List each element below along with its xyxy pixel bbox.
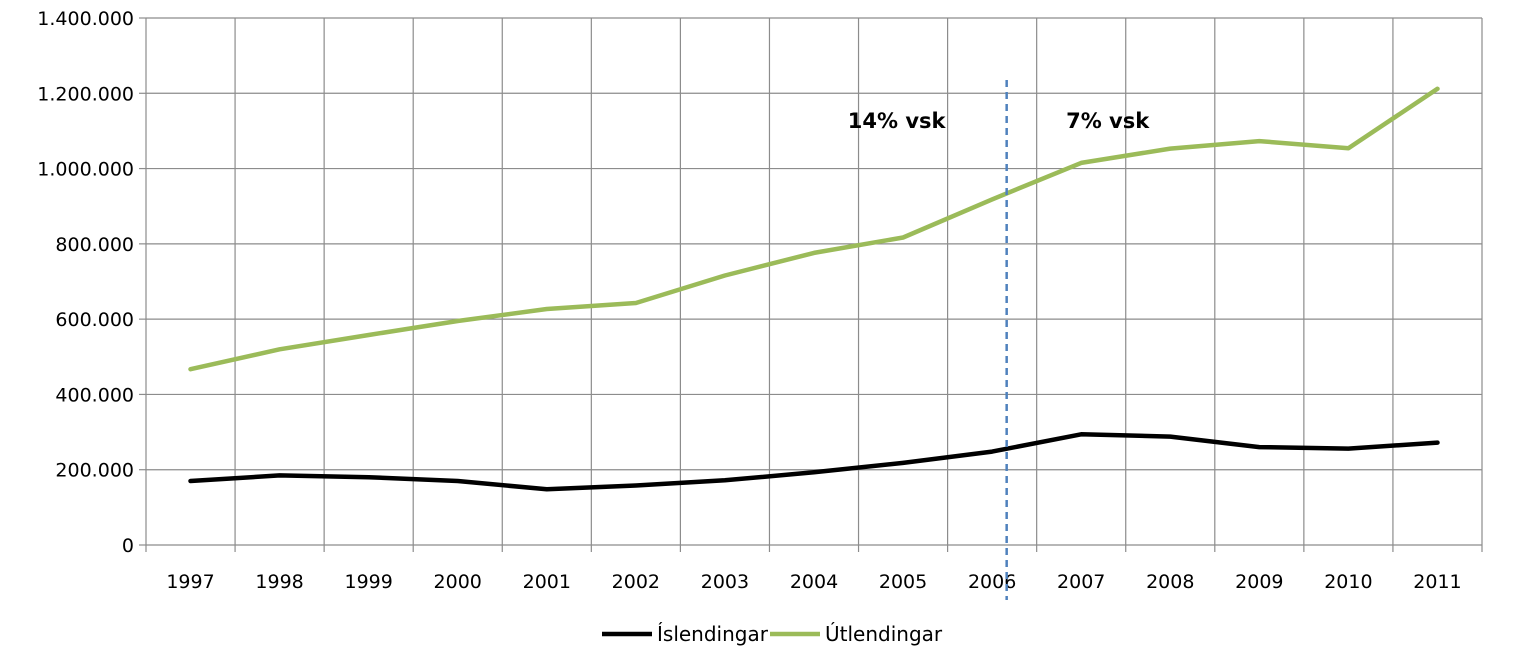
y-tick-label: 600.000 <box>55 309 134 331</box>
y-tick-label: 1.000.000 <box>37 159 134 181</box>
annotation-after: 7% vsk <box>1066 109 1150 133</box>
y-axis-ticks: 0 200.000 400.000 600.000 800.000 1.000.000 1.… <box>37 8 134 557</box>
x-tick-label: 2002 <box>612 571 660 593</box>
x-tick-label: 2009 <box>1235 571 1283 593</box>
legend: Íslendingar Útlendingar <box>602 622 943 646</box>
series-lines <box>188 86 1440 492</box>
x-tick-label: 1998 <box>255 571 303 593</box>
legend-label: Íslendingar <box>657 622 769 646</box>
legend-label: Útlendingar <box>825 622 943 646</box>
y-tick-label: 400.000 <box>55 384 134 406</box>
y-tick-label: 800.000 <box>55 234 134 256</box>
series-line-1 <box>188 86 1440 372</box>
x-tick-label: 2001 <box>523 571 571 593</box>
grid <box>146 17 1483 545</box>
x-tick-label: 2004 <box>790 571 838 593</box>
series-line-0 <box>188 432 1440 492</box>
annotation-before: 14% vsk <box>848 109 947 133</box>
axes <box>139 17 1483 552</box>
y-tick-label: 0 <box>122 535 134 557</box>
x-tick-label: 2008 <box>1146 571 1194 593</box>
x-tick-label: 2006 <box>968 571 1016 593</box>
x-tick-label: 2011 <box>1413 571 1461 593</box>
x-tick-label: 2005 <box>879 571 927 593</box>
x-tick-label: 1997 <box>166 571 214 593</box>
x-axis-ticks: 1997 1998 1999 2000 2001 2002 2003 2004 2005 2006… <box>166 571 1461 593</box>
y-tick-label: 1.400.000 <box>37 8 134 30</box>
x-tick-label: 2010 <box>1324 571 1372 593</box>
x-tick-label: 2000 <box>434 571 482 593</box>
x-tick-label: 1999 <box>344 571 392 593</box>
x-tick-label: 2003 <box>701 571 749 593</box>
y-tick-label: 200.000 <box>55 460 134 482</box>
x-tick-label: 2007 <box>1057 571 1105 593</box>
y-tick-label: 1.200.000 <box>37 83 134 105</box>
